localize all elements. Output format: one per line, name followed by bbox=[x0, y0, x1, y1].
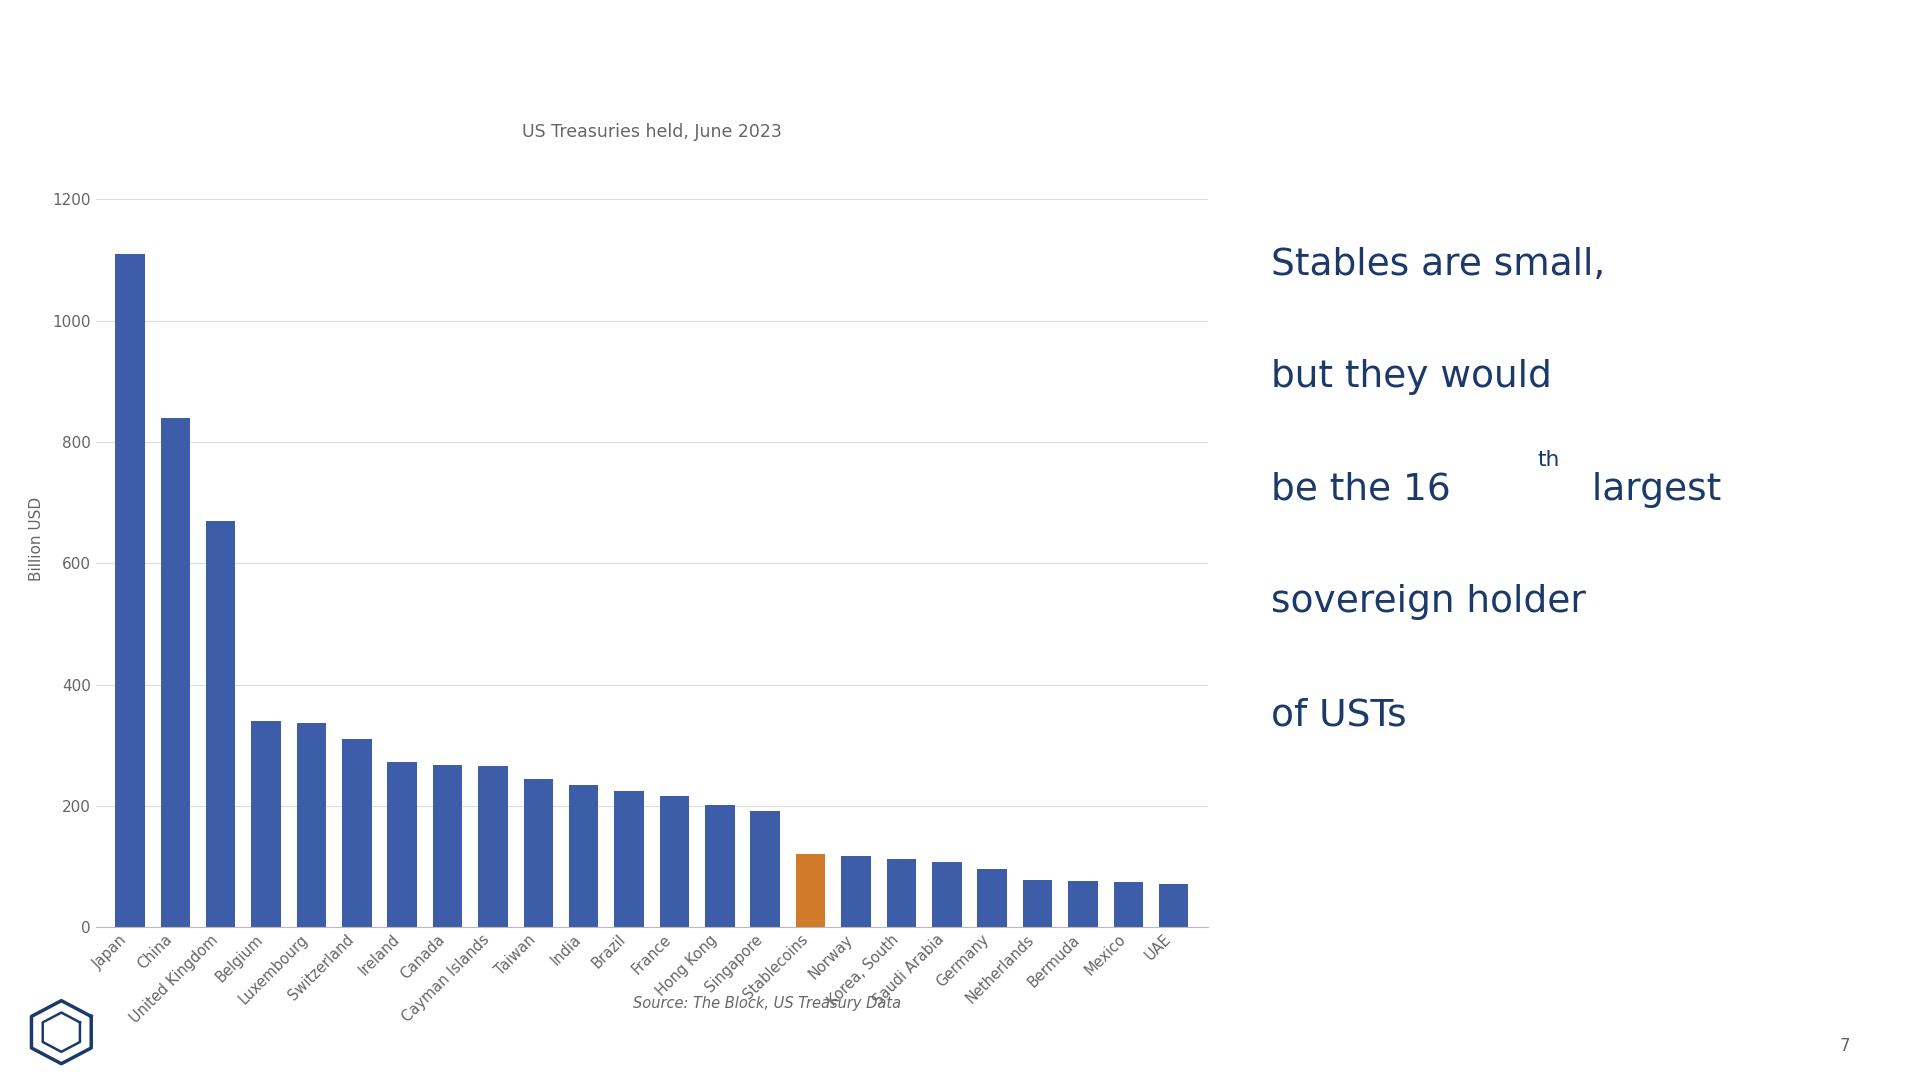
Bar bbox=[1068, 881, 1098, 927]
Bar bbox=[297, 722, 326, 927]
Text: but they would: but they would bbox=[1271, 359, 1551, 396]
Text: largest: largest bbox=[1580, 472, 1721, 508]
Bar bbox=[433, 764, 462, 927]
Bar bbox=[205, 521, 236, 927]
Bar bbox=[161, 417, 190, 927]
Bar bbox=[569, 785, 598, 927]
Bar bbox=[477, 765, 508, 927]
Text: be the 16: be the 16 bbox=[1271, 472, 1451, 508]
Title: US Treasuries held, June 2023: US Treasuries held, June 2023 bbox=[521, 123, 782, 141]
Bar bbox=[842, 856, 870, 927]
Bar bbox=[796, 854, 826, 927]
Bar bbox=[115, 254, 144, 927]
Bar bbox=[251, 721, 280, 927]
Bar bbox=[1024, 880, 1052, 927]
Bar bbox=[1160, 884, 1189, 927]
Text: Source: The Block, US Treasury Data: Source: The Block, US Treasury Data bbox=[633, 996, 901, 1011]
Text: Stablecoins create net new demand for U.S. Treasuries: Stablecoins create net new demand for U.… bbox=[42, 44, 1334, 85]
Bar bbox=[1114, 882, 1143, 927]
Text: of USTs: of USTs bbox=[1271, 697, 1407, 733]
Text: th: th bbox=[1537, 451, 1560, 470]
Text: 7: 7 bbox=[1840, 1037, 1850, 1055]
Bar bbox=[888, 859, 916, 927]
Y-axis label: Billion USD: Billion USD bbox=[29, 497, 44, 581]
Bar bbox=[523, 778, 554, 927]
Bar bbox=[932, 862, 962, 927]
Bar bbox=[387, 762, 416, 927]
Bar bbox=[341, 740, 372, 927]
Bar bbox=[659, 796, 690, 927]
Bar bbox=[705, 804, 734, 927]
Text: sovereign holder: sovereign holder bbox=[1271, 584, 1585, 621]
Bar bbox=[613, 790, 644, 927]
Bar bbox=[750, 811, 780, 927]
Text: Stables are small,: Stables are small, bbox=[1271, 247, 1605, 282]
Bar bbox=[978, 869, 1006, 927]
